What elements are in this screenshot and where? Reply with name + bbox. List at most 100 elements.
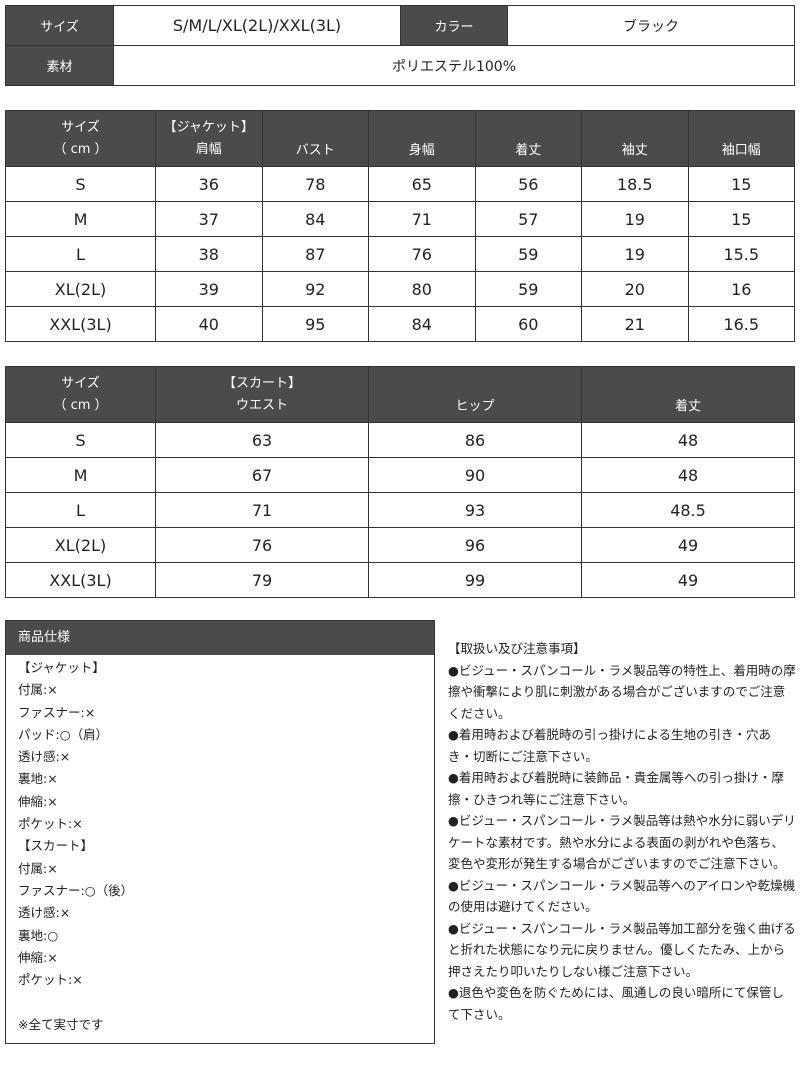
spec-line: 透け感:× (18, 749, 71, 765)
size-cell: XL(2L) (5, 527, 156, 563)
cell-value: 80 (368, 271, 476, 307)
cell-value: 60 (474, 306, 582, 342)
care-notes: 【取扱い及び注意事項】 ●ビジュー・スパンコール・ラメ製品等の特性上、着用時の摩… (448, 638, 796, 1025)
cell-value: 21 (581, 306, 689, 342)
cell-value: 36 (155, 166, 263, 202)
column-header: 着丈 (474, 110, 582, 167)
column-header: 【スカート】 ウエスト (155, 366, 369, 423)
table-row: S 63 86 48 (5, 422, 795, 458)
table-row: M 67 90 48 (5, 457, 795, 493)
spec-line: 【スカート】 (18, 838, 94, 854)
color-label: カラー (400, 5, 508, 46)
size-header-label: サイズ (61, 375, 100, 391)
table-row: XXL(3L) 79 99 49 (5, 562, 795, 598)
cell-value: 19 (581, 236, 689, 272)
column-header: 【ジャケット】 肩幅 (155, 110, 263, 167)
cell-value: 18.5 (581, 166, 689, 202)
spec-line: 透け感:× (18, 905, 71, 921)
table-row: L 71 93 48.5 (5, 492, 795, 528)
table-row: L 38 87 76 59 19 15.5 (5, 236, 795, 272)
unit-label: （ cm ） (53, 397, 108, 413)
skirt-size-table: サイズ （ cm ） 【スカート】 ウエスト ヒップ 着丈 S 63 86 48 M 67 90… (5, 366, 795, 598)
cell-value: 16 (687, 271, 795, 307)
spec-line: ポケット:× (18, 972, 83, 988)
spec-line: 伸縮:× (18, 949, 58, 965)
spec-line: ポケット:× (18, 816, 83, 832)
cell-value: 15 (687, 166, 795, 202)
column-header: 袖口幅 (687, 110, 795, 167)
cell-value: 79 (155, 562, 369, 598)
cell-value: 56 (474, 166, 582, 202)
note-item: ●着用時および着脱時に装飾品・貴金属等への引っ掛け・摩擦・ひきつれ等にご注意下さ… (448, 770, 784, 807)
column-header: ヒップ (368, 366, 582, 423)
cell-value: 76 (155, 527, 369, 563)
size-cell: S (5, 422, 156, 458)
note-item: ●ビジュー・スパンコール・ラメ製品等へのアイロンや乾燥機の使用は避けてください。 (448, 877, 796, 915)
cell-value: 19 (581, 201, 689, 237)
size-cell: L (5, 492, 156, 528)
spec-line: 付属:× (18, 860, 58, 876)
cell-value: 93 (368, 492, 582, 528)
size-cell: S (5, 166, 156, 202)
jacket-size-table: サイズ （ cm ） 【ジャケット】 肩幅 バスト 身幅 着丈 袖丈 袖口幅 S 36… (5, 110, 795, 342)
size-cell: XL(2L) (5, 271, 156, 307)
cell-value: 40 (155, 306, 263, 342)
cell-value: 49 (581, 562, 795, 598)
cell-value: 99 (368, 562, 582, 598)
column-header: バスト (261, 110, 369, 167)
size-cell: XXL(3L) (5, 562, 156, 598)
cell-value: 84 (368, 306, 476, 342)
size-header: サイズ （ cm ） (5, 110, 156, 167)
spec-line: 付属:× (18, 682, 58, 698)
cell-value: 37 (155, 201, 263, 237)
cell-value: 84 (261, 201, 369, 237)
table-row: XXL(3L) 40 95 84 60 21 16.5 (5, 306, 795, 342)
cell-value: 71 (368, 201, 476, 237)
note-item: ●ビジュー・スパンコール・ラメ製品等加工部分を強く曲げると折れた状態になり元に戻… (448, 920, 796, 979)
cell-value: 57 (474, 201, 582, 237)
spec-line: ファスナー:× (18, 704, 96, 720)
cell-value: 48 (581, 422, 795, 458)
cell-value: 63 (155, 422, 369, 458)
cell-value: 15.5 (687, 236, 795, 272)
note-item: ●ビジュー・スパンコール・ラメ製品等の特性上、着用時の摩擦や衝撃により肌に刺激が… (448, 662, 796, 721)
cell-value: 59 (474, 271, 582, 307)
column-label: ウエスト (235, 397, 288, 413)
cell-value: 92 (261, 271, 369, 307)
color-value: ブラック (507, 5, 795, 46)
spec-line: ※全て実寸です (18, 1016, 104, 1032)
notes-title: 【取扱い及び注意事項】 (448, 641, 586, 656)
column-header: 身幅 (368, 110, 476, 167)
cell-value: 16.5 (687, 306, 795, 342)
size-cell: M (5, 201, 156, 237)
cell-value: 95 (261, 306, 369, 342)
column-header: 袖丈 (581, 110, 689, 167)
cell-value: 38 (155, 236, 263, 272)
size-cell: XXL(3L) (5, 306, 156, 342)
cell-value: 39 (155, 271, 263, 307)
size-value: S/M/L/XL(2L)/XXL(3L) (113, 5, 401, 46)
cell-value: 78 (261, 166, 369, 202)
spec-line (6, 991, 434, 1013)
cell-value: 90 (368, 457, 582, 493)
section-label: 【ジャケット】 (163, 119, 254, 135)
material-label: 素材 (5, 45, 114, 86)
cell-value: 48.5 (581, 492, 795, 528)
column-header: 着丈 (581, 366, 795, 423)
section-label: 【スカート】 (222, 375, 301, 391)
cell-value: 15 (687, 201, 795, 237)
material-value: ポリエステル100% (113, 45, 795, 86)
spec-line: 裏地:× (18, 771, 58, 787)
cell-value: 67 (155, 457, 369, 493)
table-row: XL(2L) 39 92 80 59 20 16 (5, 271, 795, 307)
size-label: サイズ (5, 5, 114, 46)
size-cell: L (5, 236, 156, 272)
unit-label: （ cm ） (53, 141, 108, 157)
note-item: ●退色や変色を防ぐためには、風通しの良い暗所にて保管して下さい。 (448, 985, 784, 1022)
cell-value: 48 (581, 457, 795, 493)
spec-box: 商品仕様 【ジャケット】 付属:× ファスナー:× パッド:○（肩） 透け感:× 裏地:×… (5, 620, 435, 1044)
spec-line: ファスナー:○（後） (18, 882, 134, 898)
note-item: ●ビジュー・スパンコール・ラメ製品等は熱や水分に弱いデリケートな素材です。熱や水… (448, 813, 796, 871)
cell-value: 86 (368, 422, 582, 458)
spec-line: 伸縮:× (18, 793, 58, 809)
